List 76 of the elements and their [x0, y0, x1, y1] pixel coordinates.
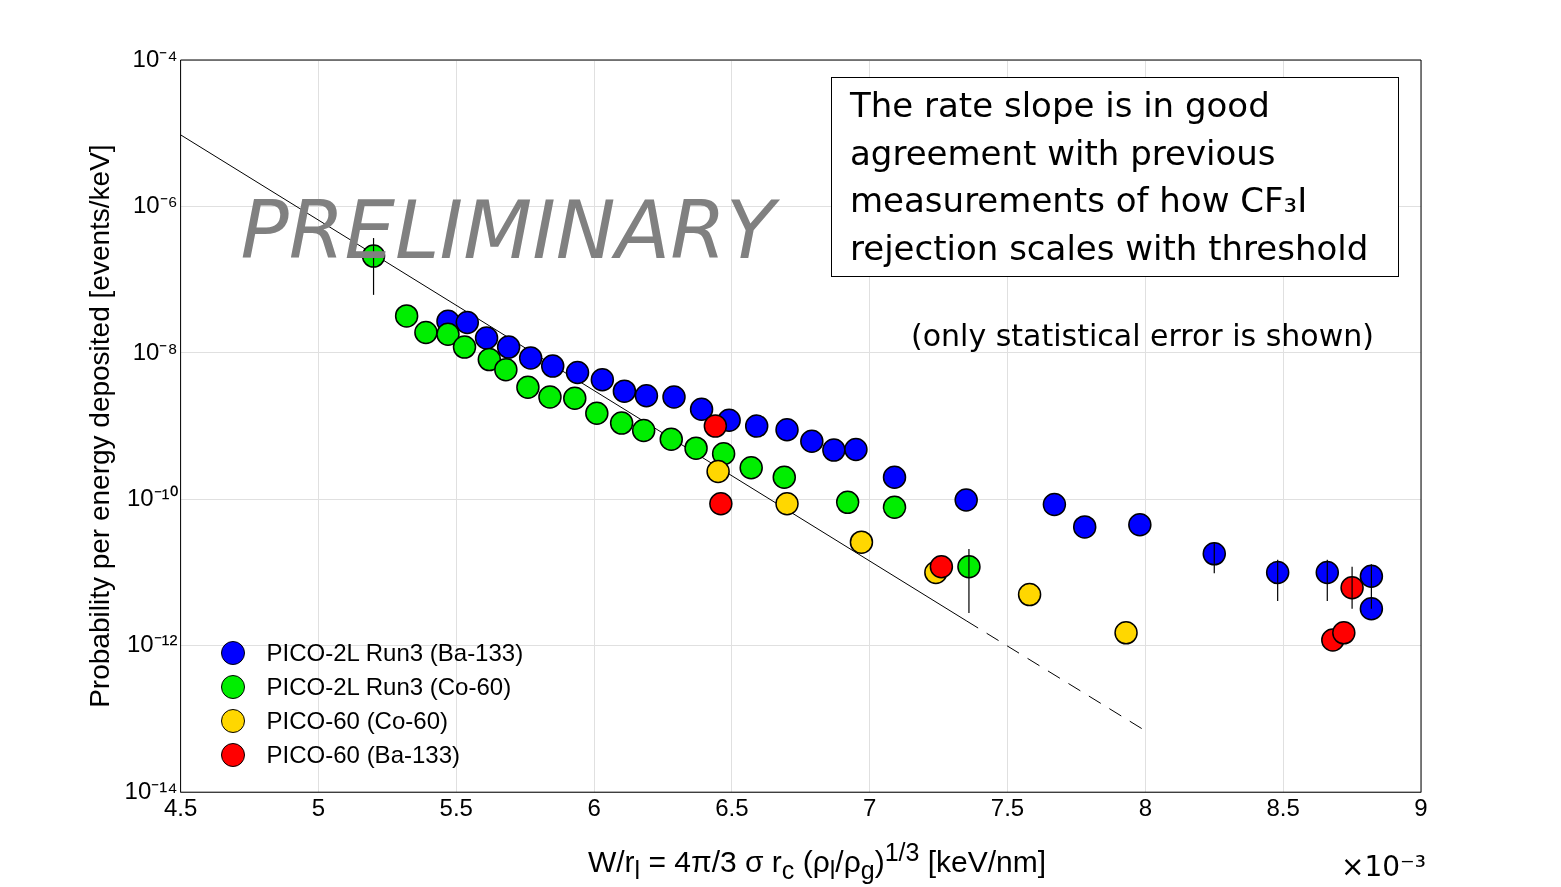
- point: [849, 530, 874, 554]
- point: [835, 490, 860, 515]
- point: [436, 322, 460, 346]
- point: [775, 418, 799, 442]
- x-tick-label: 5.5: [439, 794, 473, 822]
- point: [612, 379, 637, 403]
- point: [1359, 564, 1384, 588]
- y-tick-label: 10⁻¹⁰: [126, 483, 178, 511]
- point: [1202, 542, 1227, 566]
- point: [882, 495, 907, 519]
- point: [709, 492, 733, 516]
- point: [540, 354, 565, 378]
- x-tick-label: 7.5: [990, 794, 1025, 822]
- point: [800, 429, 824, 454]
- point: [565, 360, 590, 385]
- point: [590, 367, 615, 392]
- point: [1359, 597, 1384, 621]
- legend-label: PICO-60 (Co-60): [266, 707, 448, 736]
- point: [706, 459, 730, 484]
- point: [494, 357, 518, 382]
- point: [772, 465, 797, 490]
- point: [452, 335, 477, 359]
- point: [1072, 515, 1097, 539]
- point: [477, 347, 502, 372]
- point: [474, 326, 499, 350]
- point: [538, 385, 562, 409]
- point: [1315, 560, 1340, 585]
- y-tick-label: 10⁻⁸: [132, 337, 178, 365]
- point: [659, 427, 683, 452]
- point: [1042, 492, 1067, 517]
- legend-label: PICO-60 (Ba-133): [266, 741, 460, 770]
- legend-label: PICO-2L Run3 (Ba-133): [266, 639, 524, 668]
- annotation: (only statistical error is shown): [911, 317, 1375, 355]
- point: [631, 418, 656, 443]
- point: [1017, 582, 1042, 607]
- point: [703, 414, 728, 438]
- point: [496, 335, 521, 359]
- text: ×10⁻³: [1341, 849, 1428, 886]
- y-tick-label: 10⁻⁴: [132, 44, 178, 72]
- annotation: The rate slope is in good agreement with previous measurements of how CF₃I rejection scales with threshold: [831, 77, 1399, 278]
- point: [775, 492, 799, 516]
- x-tick-label: 5: [311, 794, 326, 822]
- x-tick-label: 7: [863, 794, 877, 822]
- point: [684, 436, 708, 460]
- point: [1265, 560, 1290, 585]
- point: [662, 385, 686, 409]
- point: [954, 488, 978, 512]
- legend-label: PICO-2L Run3 (Co-60): [266, 673, 512, 702]
- point: [516, 375, 540, 399]
- point: [394, 304, 419, 328]
- point: [634, 383, 659, 408]
- point: [929, 554, 954, 579]
- point: [563, 386, 587, 411]
- point: [414, 320, 438, 345]
- x-tick-label: 6: [587, 794, 601, 822]
- point: [744, 414, 769, 438]
- x-tick-label: 8.5: [1266, 794, 1300, 822]
- y-axis-title: Probability per energy deposited [events/keV]: [83, 144, 115, 708]
- point: [518, 346, 543, 370]
- x-tick-label: 9: [1414, 794, 1428, 822]
- point: [585, 401, 609, 425]
- point: [822, 438, 846, 462]
- x-tick-label: 6.5: [715, 794, 749, 822]
- point: [739, 455, 763, 480]
- point: [455, 310, 480, 335]
- point: [1332, 621, 1356, 645]
- text: W/r$_{l}$ = 4π/3 σ r$_{c}$ (ρ$_{l}$/ρ$_{g}$)$^{1/3}$ [keV/nm]: [587, 838, 1047, 884]
- x-tick-label: 8: [1138, 794, 1153, 822]
- point: [1114, 621, 1138, 645]
- y-tick-label: 10⁻¹²: [126, 630, 178, 658]
- point: [882, 465, 907, 490]
- point: [689, 397, 714, 421]
- point: [1128, 512, 1152, 537]
- point: [844, 437, 868, 462]
- point: [609, 411, 634, 435]
- y-tick-label: 10⁻⁶: [133, 191, 178, 219]
